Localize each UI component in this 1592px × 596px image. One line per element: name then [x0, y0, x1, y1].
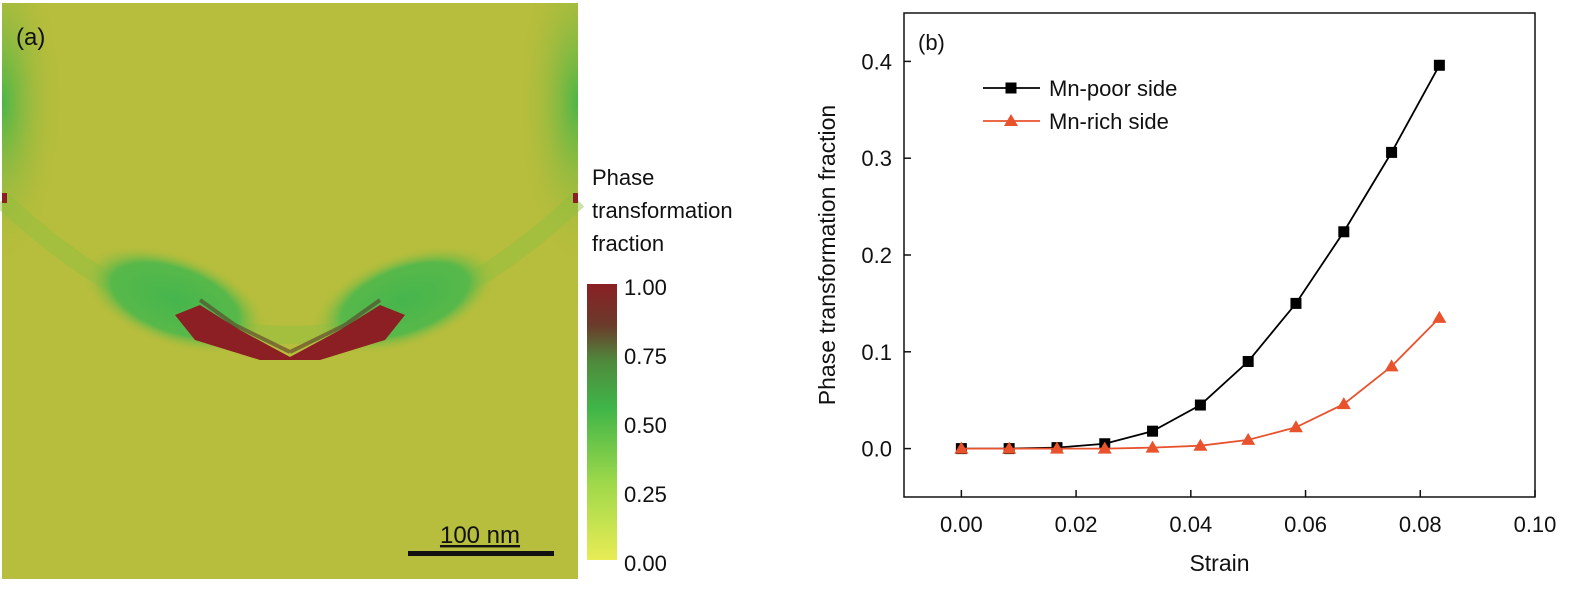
- colorbar-tick-label: 0.25: [624, 482, 667, 507]
- data-point: [1336, 397, 1351, 410]
- data-point: [1241, 432, 1256, 445]
- colorbar-tick-label: 0.50: [624, 413, 667, 438]
- y-tick-label: 0.0: [861, 437, 892, 462]
- panel-b-label: (b): [918, 30, 945, 55]
- series-line: [961, 64, 1441, 450]
- colorbar: Phase transformation fraction 1.00 0.75 …: [587, 165, 733, 576]
- scale-bar: 100 nm: [408, 522, 554, 556]
- scale-bar-label: 100 nm: [440, 522, 520, 549]
- legend-entry: Mn-poor side: [983, 76, 1177, 101]
- x-tick-label: 0.00: [940, 512, 983, 537]
- data-point: [1049, 441, 1064, 454]
- y-tick-label: 0.4: [861, 49, 892, 74]
- data-point: [1290, 297, 1302, 309]
- data-point: [1194, 399, 1206, 411]
- legend-label: Mn-poor side: [1049, 76, 1177, 101]
- x-tick-label: 0.04: [1169, 512, 1212, 537]
- interface-arc: [0, 193, 585, 344]
- axis-ticks: 0.00 0.02 0.04 0.06 0.08 0.10 0.0 0.1 0.2 0.3 0.4: [861, 49, 1556, 537]
- colorbar-title-line-1: Phase: [592, 165, 654, 190]
- data-point: [1338, 226, 1350, 238]
- series-2: [954, 310, 1447, 454]
- y-tick-label: 0.3: [861, 146, 892, 171]
- colorbar-gradient: [587, 284, 617, 560]
- left-edge-mark: [2, 193, 7, 203]
- transformed-region: [175, 305, 405, 360]
- panel-b: 0.00 0.02 0.04 0.06 0.08 0.10 0.0 0.1 0.2 0.3 0.4 …: [800, 0, 1592, 591]
- colorbar-tick-label: 0.75: [624, 344, 667, 369]
- colorbar-tick-label: 0.00: [624, 551, 667, 576]
- data-point: [1384, 359, 1399, 372]
- data-point: [1386, 146, 1398, 158]
- data-point: [1147, 425, 1159, 437]
- x-tick-label: 0.10: [1514, 512, 1557, 537]
- y-tick-label: 0.1: [861, 340, 892, 365]
- panel-a: (a) 100 nm Phase transformation fraction…: [0, 0, 760, 591]
- legend: Mn-poor side Mn-rich side: [983, 76, 1177, 134]
- colorbar-tick-label: 1.00: [624, 275, 667, 300]
- y-tick-label: 0.2: [861, 243, 892, 268]
- x-tick-label: 0.06: [1284, 512, 1327, 537]
- colorbar-title-line-3: fraction: [592, 231, 664, 256]
- series-line: [961, 317, 1441, 450]
- data-point: [1242, 355, 1254, 367]
- legend-marker: [1005, 82, 1017, 94]
- phase-map: [0, 3, 585, 579]
- scale-bar-line: [408, 551, 554, 556]
- data-point: [1433, 59, 1445, 71]
- data-point: [1432, 310, 1447, 323]
- data-point: [1002, 441, 1017, 454]
- data-point: [1288, 420, 1303, 433]
- plot-frame: [903, 12, 1536, 498]
- right-edge-mark: [573, 193, 578, 203]
- x-tick-label: 0.08: [1399, 512, 1442, 537]
- series-1: [955, 59, 1445, 455]
- legend-marker: [1004, 114, 1018, 126]
- colorbar-title-line-2: transformation: [592, 198, 733, 223]
- data-point: [1145, 440, 1160, 453]
- x-tick-label: 0.02: [1055, 512, 1098, 537]
- line-chart: 0.00 0.02 0.04 0.06 0.08 0.100.00.10.20.30.4 …: [814, 12, 1556, 576]
- x-axis-label: Strain: [1189, 550, 1249, 576]
- legend-label: Mn-rich side: [1049, 109, 1169, 134]
- phase-field-map-figure: (a) 100 nm Phase transformation fraction…: [0, 3, 733, 579]
- panel-a-label: (a): [16, 24, 45, 51]
- data-point: [1193, 438, 1208, 451]
- legend-entry: Mn-rich side: [983, 109, 1169, 134]
- data-point: [954, 441, 969, 454]
- series-layer: [954, 59, 1447, 455]
- y-axis-label: Phase transformation fraction: [814, 105, 840, 405]
- data-point: [1097, 441, 1112, 454]
